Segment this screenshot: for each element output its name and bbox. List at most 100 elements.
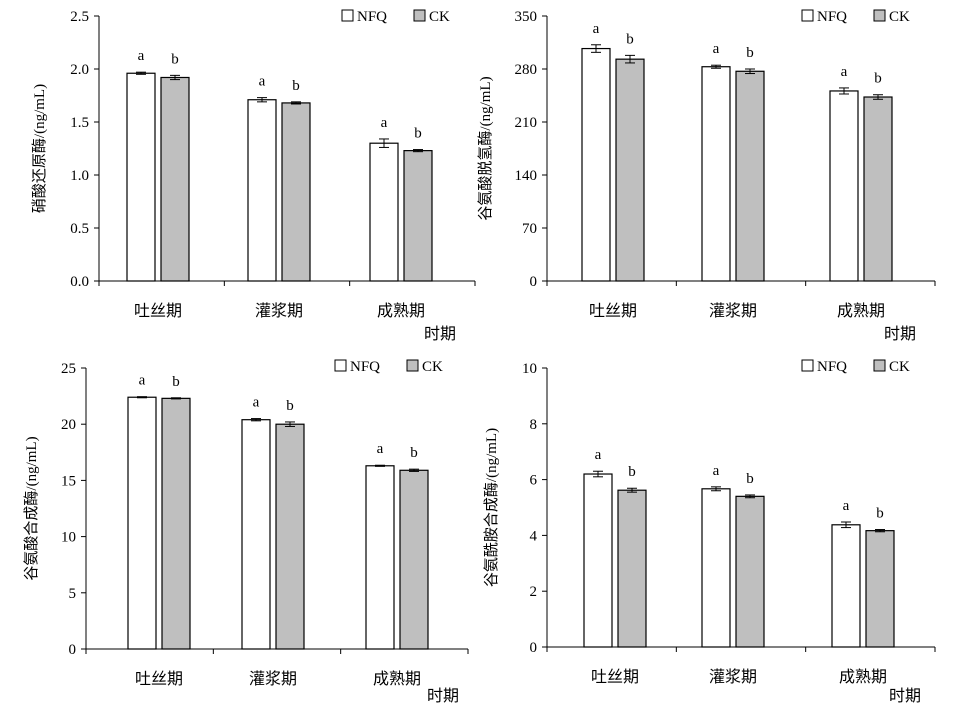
bar-ck — [865, 530, 895, 648]
bar-ck — [275, 423, 305, 650]
x-axis-label: 时期 — [427, 687, 459, 705]
significance-letter: a — [253, 395, 260, 411]
bar-ck — [735, 495, 765, 648]
y-tick-label: 210 — [515, 115, 538, 131]
category-label: 吐丝期 — [591, 668, 639, 686]
y-tick-label: 280 — [515, 62, 538, 78]
significance-letter: a — [593, 21, 600, 37]
category-label: 吐丝期 — [589, 302, 637, 320]
y-tick-label: 10 — [522, 361, 537, 377]
y-axis-label: 硝酸还原酶/(ng/mL) — [31, 84, 48, 213]
legend-label: NFQ — [350, 359, 380, 375]
significance-letter: b — [876, 506, 884, 522]
y-tick-label: 2.0 — [70, 62, 89, 78]
significance-letter: b — [172, 374, 180, 390]
bar-ck — [160, 76, 190, 282]
category-label: 灌浆期 — [249, 670, 297, 688]
panel-nitrate-reductase: 0.0 0.5 1.0 1.5 2.0 2.5 吐丝期 灌浆期 成熟期 a a a b b b 硝酸还原酶/(… — [31, 9, 476, 343]
category-label: 成熟期 — [377, 302, 425, 320]
y-axis-label: 谷氨酸合成酶/(ng/mL) — [23, 436, 40, 580]
significance-letter: a — [138, 48, 145, 64]
y-tick-label: 10 — [61, 530, 76, 546]
bar-nfq — [247, 99, 277, 282]
category-label: 成熟期 — [837, 302, 885, 320]
bar-nfq — [581, 47, 611, 282]
significance-letter: b — [874, 71, 882, 87]
y-axis-label: 谷氨酰胺合成酶/(ng/mL) — [483, 428, 500, 587]
legend-swatch-ck — [406, 359, 419, 372]
bar-nfq — [126, 72, 156, 282]
legend-label: CK — [429, 9, 450, 25]
legend-label: CK — [889, 9, 910, 25]
y-tick-label: 20 — [61, 417, 76, 433]
category-label: 成熟期 — [839, 668, 887, 686]
significance-letter: b — [626, 31, 634, 47]
significance-letter: a — [377, 441, 384, 457]
y-tick-label: 5 — [69, 586, 77, 602]
legend-swatch-ck — [873, 359, 886, 372]
category-label: 灌浆期 — [709, 668, 757, 686]
significance-letter: a — [259, 74, 266, 90]
significance-letter: b — [410, 445, 418, 461]
y-tick-label: 0.5 — [70, 221, 89, 237]
y-tick-label: 2.5 — [70, 9, 89, 25]
significance-letter: b — [171, 51, 179, 67]
y-tick-label: 140 — [515, 168, 538, 184]
significance-letter: b — [286, 398, 294, 414]
category-label: 灌浆期 — [709, 302, 757, 320]
y-tick-label: 0 — [530, 274, 538, 290]
bar-nfq — [127, 396, 157, 650]
legend-label: CK — [889, 359, 910, 375]
legend-label: NFQ — [357, 9, 387, 25]
category-label: 成熟期 — [373, 670, 421, 688]
y-tick-label: 2 — [530, 584, 538, 600]
x-axis-label: 时期 — [889, 687, 921, 705]
y-axis-label: 谷氨酸脱氢酶/(ng/mL) — [477, 76, 494, 220]
legend-label: NFQ — [817, 9, 847, 25]
bar-ck — [403, 150, 433, 282]
significance-letter: b — [414, 126, 422, 142]
bar-nfq — [365, 465, 395, 650]
y-tick-label: 8 — [530, 417, 538, 433]
significance-letter: b — [746, 45, 754, 61]
bar-ck — [399, 469, 429, 650]
bar-nfq — [829, 90, 859, 282]
panel-glutamine-synthetase: 0 2 4 6 8 10 吐丝期 灌浆期 成熟期 a a a b b b 谷氨酰胺合成酶/(ng/mL) 时期 N… — [483, 359, 936, 705]
bar-nfq — [701, 488, 731, 648]
legend-swatch-ck — [873, 9, 886, 22]
bar-nfq — [583, 473, 613, 648]
x-axis-label: 时期 — [884, 325, 916, 343]
bar-ck — [617, 489, 647, 648]
significance-letter: a — [843, 498, 850, 514]
significance-letter: b — [292, 78, 300, 94]
significance-letter: a — [841, 64, 848, 80]
y-tick-label: 1.5 — [70, 115, 89, 131]
y-tick-label: 15 — [61, 473, 76, 489]
bar-nfq — [701, 66, 731, 282]
y-tick-label: 0 — [69, 642, 77, 658]
significance-letter: a — [139, 373, 146, 389]
y-tick-label: 25 — [61, 361, 76, 377]
bar-ck — [281, 102, 311, 282]
significance-letter: a — [713, 463, 720, 479]
bar-nfq — [369, 142, 399, 282]
y-tick-label: 70 — [522, 221, 537, 237]
category-label: 吐丝期 — [134, 302, 182, 320]
x-axis-label: 时期 — [424, 325, 456, 343]
panel-glutamate-dehydrogenase: 0 70 140 210 280 350 吐丝期 灌浆期 成熟期 a a a b b b 谷氨酸脱氢酶/(ng… — [477, 9, 936, 343]
legend-swatch-ck — [413, 9, 426, 22]
panel-glutamate-synthase: 0 5 10 15 20 25 吐丝期 灌浆期 成熟期 a a a b b b 谷氨酸合成酶/(ng/mL) 时… — [23, 359, 469, 705]
category-label: 灌浆期 — [255, 302, 303, 320]
bar-ck — [615, 58, 645, 282]
legend-swatch-nfq — [341, 9, 354, 22]
category-label: 吐丝期 — [135, 670, 183, 688]
y-tick-label: 350 — [515, 9, 538, 25]
bar-ck — [161, 397, 191, 650]
significance-letter: a — [713, 41, 720, 57]
significance-letter: b — [746, 471, 754, 487]
bar-ck — [863, 96, 893, 282]
significance-letter: a — [381, 115, 388, 131]
significance-letter: a — [595, 447, 602, 463]
bar-nfq — [831, 524, 861, 648]
